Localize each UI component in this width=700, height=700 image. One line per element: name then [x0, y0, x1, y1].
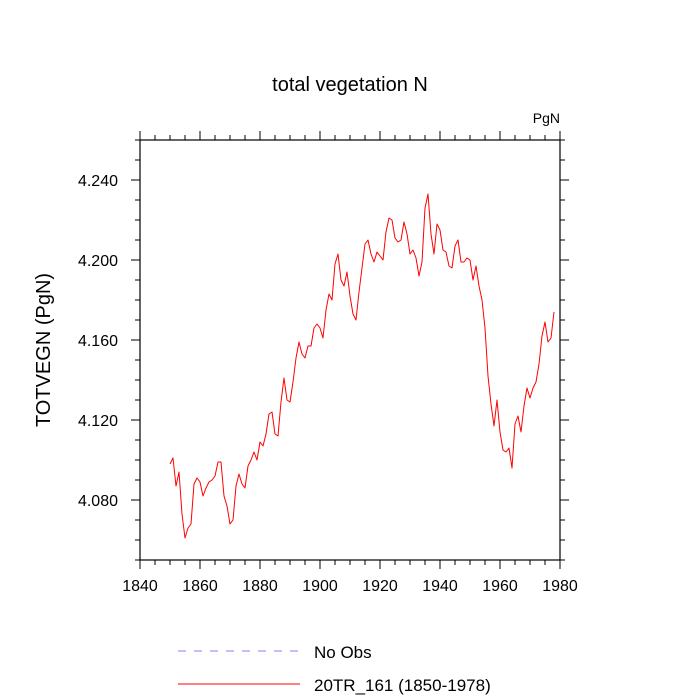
tick-marks	[131, 131, 569, 569]
legend-label-20tr-161: 20TR_161 (1850-1978)	[314, 676, 491, 695]
series-layer	[169, 193, 555, 539]
legend: No Obs 20TR_161 (1850-1978)	[178, 643, 491, 695]
y-tick-label: 4.160	[78, 333, 118, 350]
units-label: PgN	[533, 110, 560, 126]
x-tick-label: 1880	[242, 578, 278, 595]
x-tick-label: 1940	[422, 578, 458, 595]
x-tick-label: 1960	[482, 578, 518, 595]
x-tick-label: 1980	[542, 578, 578, 595]
y-tick-label: 4.120	[78, 413, 118, 430]
series-line	[169, 193, 555, 539]
y-tick-label: 4.200	[78, 253, 118, 270]
tick-labels: 1840 1860 1880 1900 1920 1940 1960 1980 4.080 4.1…	[78, 173, 578, 595]
chart-title: total vegetation N	[272, 74, 428, 96]
x-tick-label: 1860	[182, 578, 218, 595]
plot-frame	[139, 139, 561, 561]
x-tick-label: 1840	[122, 578, 158, 595]
x-tick-label: 1920	[362, 578, 398, 595]
y-axis-label: TOTVEGN (PgN)	[33, 273, 55, 427]
x-tick-label: 1900	[302, 578, 338, 595]
y-tick-label: 4.240	[78, 173, 118, 190]
y-tick-label: 4.080	[78, 493, 118, 510]
legend-label-no-obs: No Obs	[314, 643, 372, 662]
